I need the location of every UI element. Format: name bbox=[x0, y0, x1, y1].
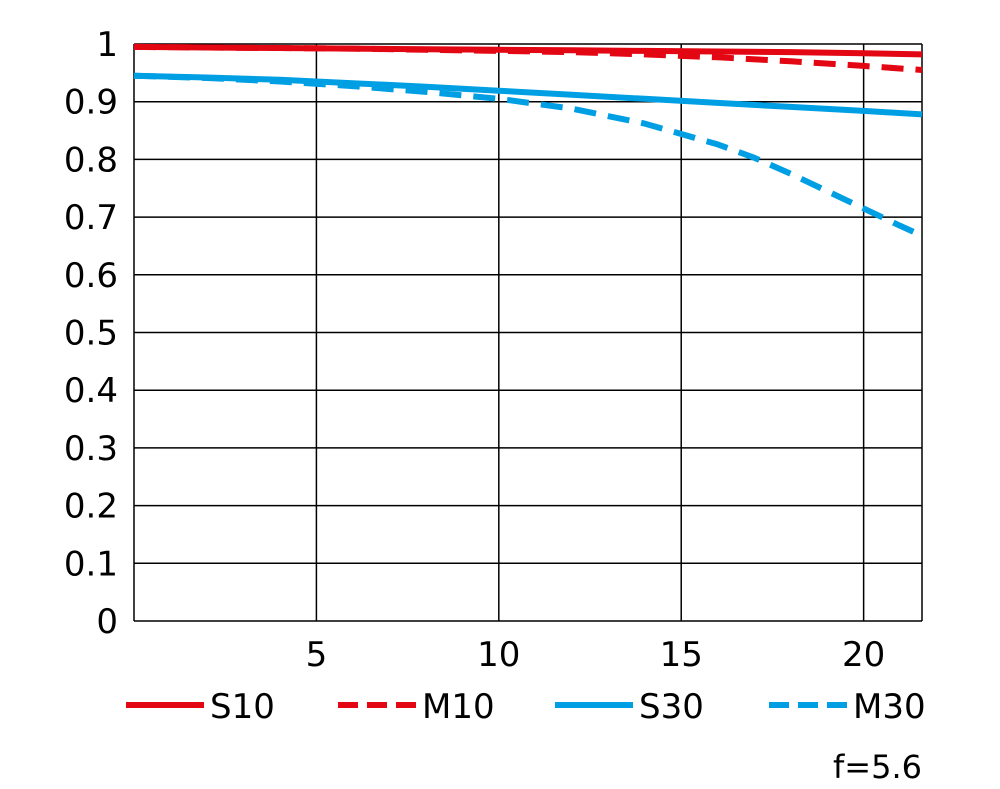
y-tick-label: 0.4 bbox=[64, 371, 118, 411]
legend-label-m30: M30 bbox=[853, 687, 926, 727]
legend-label-m10: M10 bbox=[422, 687, 495, 727]
y-tick-label: 0.1 bbox=[64, 544, 118, 584]
x-axis-ticks: 5 10 15 20 bbox=[306, 635, 886, 675]
series-line-m30 bbox=[133, 72, 924, 239]
series-lines bbox=[133, 43, 924, 239]
y-tick-label: 0.6 bbox=[64, 256, 118, 296]
x-tick-label: 15 bbox=[660, 635, 703, 675]
y-axis-ticks: 0 0.1 0.2 0.3 0.4 0.5 0.6 0.7 0.8 0.9 1 bbox=[64, 25, 118, 642]
y-tick-label: 0.2 bbox=[64, 487, 118, 527]
series-line-s30 bbox=[133, 72, 923, 118]
series-line-s10 bbox=[133, 43, 923, 58]
legend: S10 M10 S30 M30 bbox=[126, 687, 926, 727]
legend-label-s30: S30 bbox=[639, 687, 704, 727]
x-tick-label: 5 bbox=[306, 635, 328, 675]
y-tick-label: 0.5 bbox=[64, 314, 118, 354]
y-tick-label: 0.8 bbox=[64, 140, 118, 180]
grid bbox=[133, 43, 923, 622]
x-tick-label: 20 bbox=[842, 635, 885, 675]
y-tick-label: 0.7 bbox=[64, 198, 118, 238]
y-tick-label: 0 bbox=[96, 602, 118, 642]
y-tick-label: 0.9 bbox=[64, 83, 118, 123]
aperture-label: f=5.6 bbox=[833, 748, 922, 786]
x-tick-label: 10 bbox=[477, 635, 520, 675]
y-tick-label: 0.3 bbox=[64, 429, 118, 469]
legend-label-s10: S10 bbox=[210, 687, 275, 727]
y-tick-label: 1 bbox=[96, 25, 118, 65]
